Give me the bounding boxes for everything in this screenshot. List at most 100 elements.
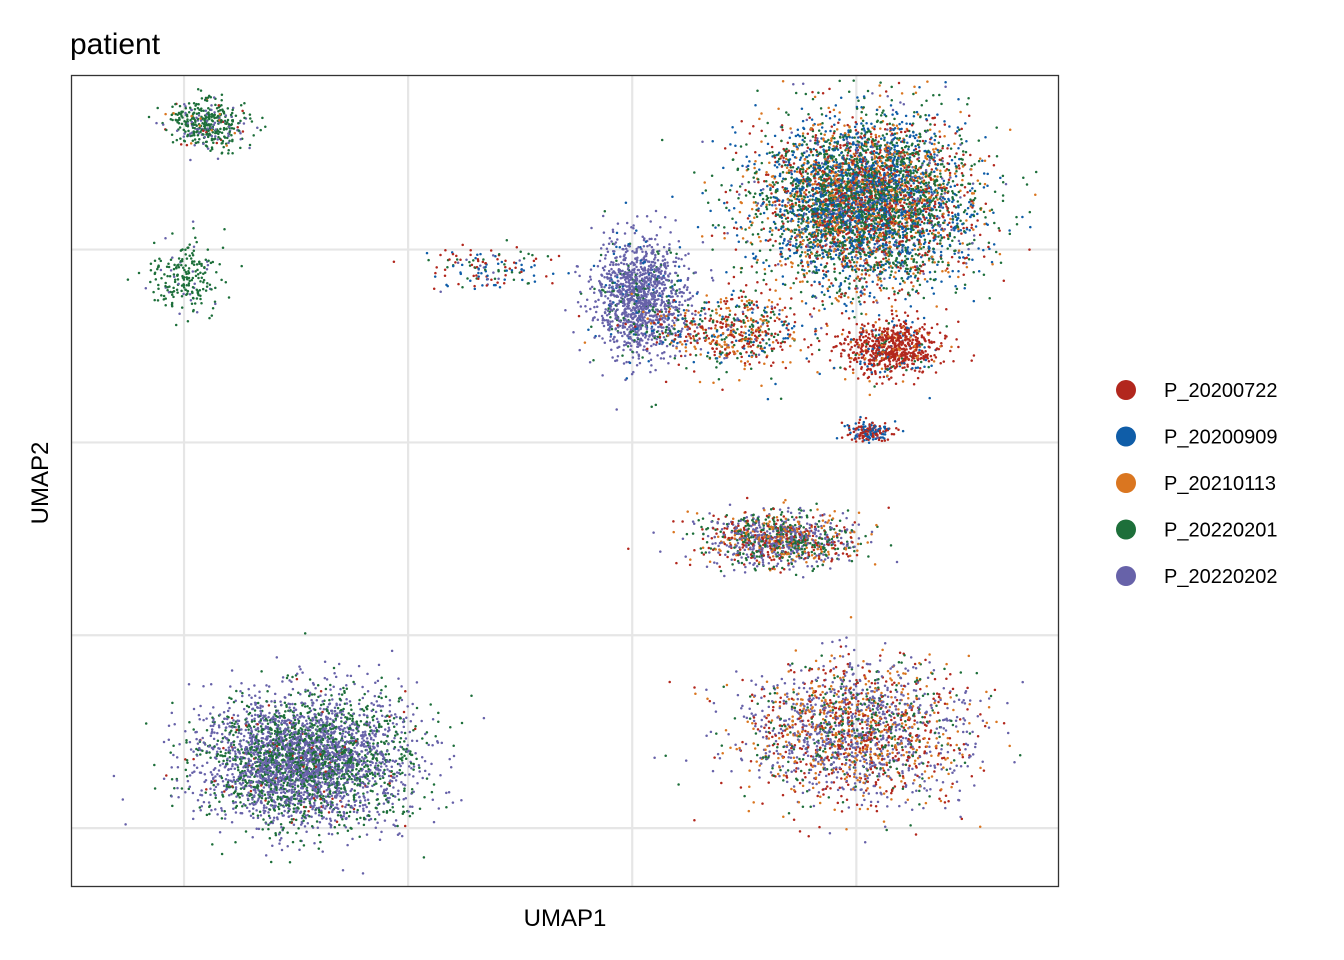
data-point bbox=[223, 228, 226, 231]
data-point bbox=[938, 130, 941, 133]
data-point bbox=[869, 189, 872, 192]
data-point bbox=[817, 309, 821, 312]
data-point bbox=[170, 113, 174, 117]
data-point bbox=[227, 141, 230, 145]
data-point bbox=[214, 135, 217, 138]
data-point bbox=[859, 136, 863, 139]
data-point bbox=[807, 154, 811, 157]
data-point bbox=[895, 232, 898, 236]
data-point bbox=[159, 268, 163, 272]
data-point bbox=[920, 176, 924, 180]
data-point bbox=[190, 114, 193, 118]
data-point bbox=[873, 246, 876, 249]
data-point bbox=[873, 242, 877, 246]
data-point bbox=[925, 99, 928, 102]
data-point bbox=[856, 256, 859, 260]
data-point bbox=[990, 208, 994, 212]
data-point bbox=[907, 214, 911, 217]
data-point bbox=[898, 136, 902, 140]
data-point bbox=[184, 111, 187, 115]
data-point bbox=[848, 149, 852, 152]
data-point bbox=[973, 238, 976, 242]
data-point bbox=[184, 264, 187, 267]
data-point bbox=[709, 209, 712, 213]
data-point bbox=[886, 128, 889, 131]
data-point bbox=[155, 121, 158, 125]
data-point bbox=[922, 245, 925, 249]
data-point bbox=[877, 156, 880, 160]
data-point bbox=[789, 210, 792, 213]
data-point bbox=[725, 206, 728, 210]
data-point bbox=[946, 207, 949, 210]
data-point bbox=[180, 110, 183, 113]
data-point bbox=[810, 284, 813, 287]
data-point bbox=[939, 172, 942, 175]
data-point bbox=[814, 133, 818, 137]
data-point bbox=[893, 117, 896, 121]
data-point bbox=[824, 130, 827, 133]
data-point bbox=[930, 136, 933, 139]
data-point bbox=[858, 277, 862, 281]
data-point bbox=[924, 139, 927, 143]
data-point bbox=[773, 210, 777, 214]
data-point bbox=[184, 130, 187, 133]
data-point bbox=[914, 274, 917, 278]
data-point bbox=[169, 258, 173, 262]
data-point bbox=[921, 139, 925, 143]
data-point bbox=[149, 262, 153, 266]
data-point bbox=[918, 271, 922, 275]
data-point bbox=[945, 307, 948, 311]
data-point bbox=[184, 248, 187, 251]
data-point bbox=[1001, 174, 1005, 178]
data-point bbox=[905, 122, 908, 125]
data-point bbox=[890, 254, 893, 257]
data-point bbox=[864, 113, 868, 117]
data-point bbox=[814, 201, 817, 205]
data-point bbox=[998, 229, 1001, 232]
data-point bbox=[187, 271, 191, 275]
data-point bbox=[800, 217, 804, 221]
data-point bbox=[744, 228, 747, 231]
data-point bbox=[892, 217, 896, 221]
data-point bbox=[188, 279, 191, 283]
data-point bbox=[976, 179, 980, 182]
data-point bbox=[919, 115, 922, 118]
data-point bbox=[799, 172, 803, 176]
data-point bbox=[965, 139, 968, 143]
data-point bbox=[817, 91, 820, 94]
data-point bbox=[791, 262, 794, 265]
data-point bbox=[890, 141, 893, 144]
data-point bbox=[230, 134, 233, 137]
data-point bbox=[728, 189, 732, 192]
data-point bbox=[758, 168, 761, 171]
data-point bbox=[957, 190, 961, 194]
data-point bbox=[839, 203, 843, 207]
data-point bbox=[894, 271, 897, 274]
data-point bbox=[230, 126, 234, 130]
data-point bbox=[724, 190, 728, 194]
data-point bbox=[895, 184, 898, 188]
data-point bbox=[916, 279, 919, 282]
data-point bbox=[226, 136, 229, 140]
data-point bbox=[974, 225, 978, 228]
data-point bbox=[837, 299, 840, 303]
data-point bbox=[905, 134, 908, 138]
data-point bbox=[939, 254, 943, 257]
data-point bbox=[807, 210, 811, 214]
data-point bbox=[901, 217, 904, 220]
data-point bbox=[833, 197, 837, 200]
data-point bbox=[951, 269, 954, 273]
data-point bbox=[875, 113, 878, 116]
data-point bbox=[932, 239, 936, 242]
data-point bbox=[794, 91, 798, 95]
data-point bbox=[753, 162, 756, 166]
data-point bbox=[171, 105, 174, 109]
data-point bbox=[773, 154, 776, 157]
data-point bbox=[803, 212, 807, 216]
data-point bbox=[755, 215, 759, 219]
data-point bbox=[178, 116, 181, 120]
data-point bbox=[909, 305, 913, 308]
data-point bbox=[205, 285, 209, 288]
data-point bbox=[826, 161, 830, 165]
